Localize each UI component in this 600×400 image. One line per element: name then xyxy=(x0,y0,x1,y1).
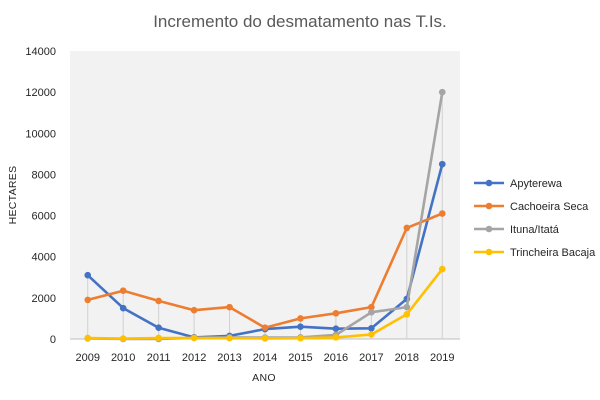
legend-label: Ituna/Itatá xyxy=(510,224,560,236)
x-tick-labels: 2009 2010 2011 2012 2013 2014 2015 2016 2017 2018… xyxy=(75,352,454,364)
x-tick-label: 2016 xyxy=(324,352,348,364)
series-3 xyxy=(84,265,446,342)
x-tick-label: 2015 xyxy=(288,352,312,364)
y-tick-label: 2000 xyxy=(32,293,56,305)
legend: Apyterewa Cachoeira Seca Ituna/Itatá Trinch… xyxy=(474,178,596,259)
data-point xyxy=(332,334,340,341)
series-1 xyxy=(84,210,446,331)
legend-marker xyxy=(485,202,493,210)
data-point xyxy=(403,224,411,232)
legend-item: Cachoeira Seca xyxy=(474,201,589,213)
x-tick-label: 2014 xyxy=(253,352,277,364)
data-point xyxy=(155,324,162,331)
x-tick-label: 2019 xyxy=(430,352,454,364)
legend-marker xyxy=(485,179,493,187)
data-point xyxy=(119,287,127,294)
data-point xyxy=(368,308,375,316)
y-tick-label: 0 xyxy=(50,334,56,346)
x-tick-label: 2010 xyxy=(111,352,135,364)
data-point xyxy=(297,323,304,330)
data-point xyxy=(403,311,411,318)
data-point xyxy=(226,334,233,342)
legend-marker xyxy=(485,248,493,256)
legend-label: Trincheira Bacaja xyxy=(510,247,596,259)
y-tick-label: 6000 xyxy=(32,211,56,223)
data-point xyxy=(332,309,340,317)
data-point xyxy=(119,304,127,312)
y-tick-label: 12000 xyxy=(25,87,56,99)
y-tick-labels: 0 2000 4000 6000 8000 10000 12000 14000 xyxy=(25,46,56,346)
data-point xyxy=(119,335,127,342)
legend-item: Trincheira Bacaja xyxy=(474,247,596,259)
legend-label: Apyterewa xyxy=(510,178,563,190)
data-point xyxy=(261,324,269,331)
data-point xyxy=(368,331,375,338)
data-point xyxy=(84,271,92,279)
x-tick-label: 2013 xyxy=(217,352,241,364)
series-layer xyxy=(84,88,446,343)
data-point xyxy=(84,334,92,342)
data-point xyxy=(190,306,198,314)
data-point xyxy=(403,303,411,311)
x-tick-label: 2018 xyxy=(395,352,419,364)
data-point xyxy=(438,210,446,217)
data-point xyxy=(438,88,446,96)
data-point xyxy=(84,296,92,304)
x-tick-label: 2017 xyxy=(359,352,383,364)
x-tick-label: 2009 xyxy=(75,352,99,364)
y-tick-label: 4000 xyxy=(32,252,56,264)
data-point xyxy=(368,303,375,311)
data-point xyxy=(297,334,304,342)
data-point xyxy=(438,265,446,273)
data-point xyxy=(438,160,446,168)
x-axis-label: ANO xyxy=(252,372,276,384)
x-tick-label: 2012 xyxy=(182,352,206,364)
data-point xyxy=(226,303,233,311)
chart-title: Incremento do desmatamento nas T.Is. xyxy=(153,12,447,31)
legend-label: Cachoeira Seca xyxy=(510,201,589,213)
y-tick-label: 8000 xyxy=(32,169,56,181)
legend-marker xyxy=(485,225,493,233)
plot-area xyxy=(70,51,460,339)
legend-item: Apyterewa xyxy=(474,178,563,190)
y-tick-label: 10000 xyxy=(25,128,56,140)
data-point xyxy=(190,334,198,342)
data-point xyxy=(155,297,162,305)
data-point xyxy=(297,315,304,322)
data-point xyxy=(261,335,269,342)
y-axis-label: HECTARES xyxy=(7,166,19,225)
data-point xyxy=(332,325,340,333)
legend-item: Ituna/Itatá xyxy=(474,224,560,236)
x-tick-label: 2011 xyxy=(147,352,171,364)
y-tick-label: 14000 xyxy=(25,46,56,58)
data-point xyxy=(155,334,162,342)
data-point xyxy=(368,325,375,332)
